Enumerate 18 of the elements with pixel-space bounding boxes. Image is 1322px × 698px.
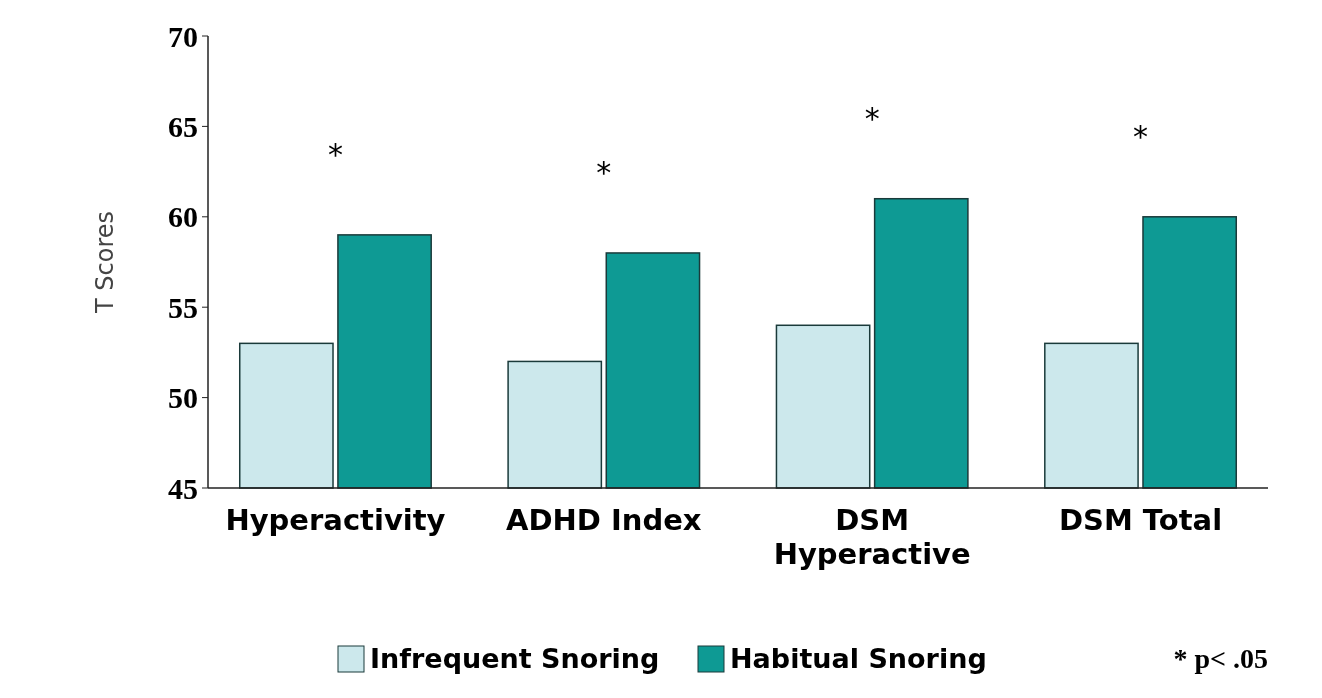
y-tick-label: 60 [168, 200, 198, 234]
y-tick-label: 50 [168, 381, 198, 415]
y-tick-label: 65 [168, 109, 198, 143]
y-tick-label: 45 [168, 471, 198, 505]
y-tick-label: 55 [168, 290, 198, 324]
x-tick-label: Hyperactivity [225, 503, 446, 537]
annotation: * [1133, 119, 1149, 155]
x-tick-label: DSM Hyperactive [773, 503, 971, 571]
y-tick-label: 70 [168, 19, 198, 53]
text: * p< .05 [1173, 642, 1268, 674]
annotation: * [327, 137, 343, 173]
annotation: * [596, 155, 612, 191]
x-tick-label: ADHD Index [506, 503, 702, 537]
x-tick-label: DSM Total [1058, 503, 1223, 537]
legend-label: Infrequent Snoring [370, 643, 660, 675]
legend-label: Habitual Snoring [730, 643, 987, 675]
y-axis-title: T Scores [91, 210, 119, 315]
annotation: * [864, 101, 880, 137]
